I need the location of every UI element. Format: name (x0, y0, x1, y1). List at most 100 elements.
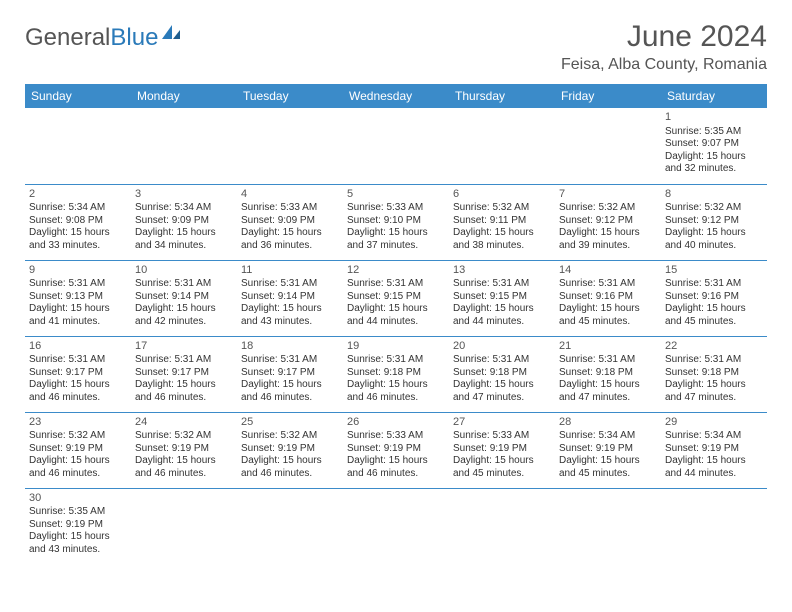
calendar-cell: 25Sunrise: 5:32 AMSunset: 9:19 PMDayligh… (237, 412, 343, 488)
day-detail: Sunrise: 5:34 AM (665, 430, 763, 443)
calendar-cell-empty (555, 108, 661, 184)
day-detail: Daylight: 15 hours (241, 227, 339, 240)
day-detail: Sunset: 9:19 PM (29, 443, 127, 456)
day-detail: Sunset: 9:09 PM (135, 215, 233, 228)
day-detail: and 44 minutes. (453, 316, 551, 329)
day-detail: Sunset: 9:14 PM (241, 291, 339, 304)
day-detail: and 43 minutes. (29, 544, 127, 557)
calendar-row: 16Sunrise: 5:31 AMSunset: 9:17 PMDayligh… (25, 336, 767, 412)
calendar-cell-empty (237, 488, 343, 564)
calendar-cell: 6Sunrise: 5:32 AMSunset: 9:11 PMDaylight… (449, 184, 555, 260)
day-number: 14 (559, 264, 657, 278)
day-number: 20 (453, 340, 551, 354)
day-detail: Sunrise: 5:31 AM (135, 278, 233, 291)
calendar-cell-empty (449, 488, 555, 564)
day-number: 16 (29, 340, 127, 354)
day-detail: Sunset: 9:18 PM (453, 367, 551, 380)
calendar-cell: 28Sunrise: 5:34 AMSunset: 9:19 PMDayligh… (555, 412, 661, 488)
day-detail: Daylight: 15 hours (559, 379, 657, 392)
day-detail: Sunrise: 5:32 AM (29, 430, 127, 443)
calendar-cell: 20Sunrise: 5:31 AMSunset: 9:18 PMDayligh… (449, 336, 555, 412)
day-detail: Daylight: 15 hours (453, 227, 551, 240)
weekday-header: Sunday (25, 84, 131, 108)
day-detail: and 44 minutes. (347, 316, 445, 329)
day-detail: Sunrise: 5:32 AM (453, 202, 551, 215)
calendar-cell: 19Sunrise: 5:31 AMSunset: 9:18 PMDayligh… (343, 336, 449, 412)
day-number: 8 (665, 188, 763, 202)
calendar-cell-empty (131, 488, 237, 564)
day-detail: and 45 minutes. (559, 316, 657, 329)
calendar-cell-empty (555, 488, 661, 564)
calendar-cell: 11Sunrise: 5:31 AMSunset: 9:14 PMDayligh… (237, 260, 343, 336)
day-detail: Daylight: 15 hours (29, 227, 127, 240)
weekday-header: Tuesday (237, 84, 343, 108)
day-detail: Sunset: 9:18 PM (559, 367, 657, 380)
day-number: 30 (29, 492, 127, 506)
day-detail: Sunrise: 5:31 AM (29, 354, 127, 367)
day-detail: Daylight: 15 hours (559, 455, 657, 468)
day-detail: Daylight: 15 hours (347, 303, 445, 316)
day-number: 19 (347, 340, 445, 354)
day-detail: Sunrise: 5:33 AM (347, 202, 445, 215)
calendar-cell: 27Sunrise: 5:33 AMSunset: 9:19 PMDayligh… (449, 412, 555, 488)
day-number: 17 (135, 340, 233, 354)
day-detail: Daylight: 15 hours (135, 379, 233, 392)
calendar-cell: 24Sunrise: 5:32 AMSunset: 9:19 PMDayligh… (131, 412, 237, 488)
day-detail: Sunset: 9:18 PM (347, 367, 445, 380)
day-detail: Sunrise: 5:32 AM (665, 202, 763, 215)
day-detail: Daylight: 15 hours (453, 379, 551, 392)
calendar-cell: 15Sunrise: 5:31 AMSunset: 9:16 PMDayligh… (661, 260, 767, 336)
calendar-cell: 18Sunrise: 5:31 AMSunset: 9:17 PMDayligh… (237, 336, 343, 412)
day-number: 29 (665, 416, 763, 430)
day-detail: Sunset: 9:19 PM (135, 443, 233, 456)
day-detail: Daylight: 15 hours (29, 455, 127, 468)
day-detail: Sunrise: 5:31 AM (453, 354, 551, 367)
day-number: 18 (241, 340, 339, 354)
day-detail: and 46 minutes. (29, 392, 127, 405)
day-detail: Sunrise: 5:31 AM (665, 278, 763, 291)
day-detail: and 37 minutes. (347, 240, 445, 253)
calendar-cell: 22Sunrise: 5:31 AMSunset: 9:18 PMDayligh… (661, 336, 767, 412)
calendar-cell: 7Sunrise: 5:32 AMSunset: 9:12 PMDaylight… (555, 184, 661, 260)
day-detail: Daylight: 15 hours (347, 455, 445, 468)
calendar-cell: 23Sunrise: 5:32 AMSunset: 9:19 PMDayligh… (25, 412, 131, 488)
day-detail: Daylight: 15 hours (453, 303, 551, 316)
day-detail: and 47 minutes. (559, 392, 657, 405)
day-number: 23 (29, 416, 127, 430)
day-number: 28 (559, 416, 657, 430)
calendar-cell: 14Sunrise: 5:31 AMSunset: 9:16 PMDayligh… (555, 260, 661, 336)
day-detail: Daylight: 15 hours (347, 227, 445, 240)
day-detail: and 42 minutes. (135, 316, 233, 329)
day-detail: Sunrise: 5:31 AM (241, 354, 339, 367)
day-detail: Daylight: 15 hours (665, 303, 763, 316)
weekday-header: Thursday (449, 84, 555, 108)
day-detail: Sunrise: 5:31 AM (665, 354, 763, 367)
day-detail: and 45 minutes. (665, 316, 763, 329)
day-detail: Daylight: 15 hours (453, 455, 551, 468)
day-detail: Daylight: 15 hours (29, 303, 127, 316)
day-detail: Sunset: 9:14 PM (135, 291, 233, 304)
day-number: 7 (559, 188, 657, 202)
calendar-cell: 8Sunrise: 5:32 AMSunset: 9:12 PMDaylight… (661, 184, 767, 260)
day-detail: Sunrise: 5:31 AM (347, 354, 445, 367)
calendar-cell: 10Sunrise: 5:31 AMSunset: 9:14 PMDayligh… (131, 260, 237, 336)
logo: GeneralBlue (25, 20, 182, 56)
calendar-cell: 12Sunrise: 5:31 AMSunset: 9:15 PMDayligh… (343, 260, 449, 336)
calendar-cell: 1Sunrise: 5:35 AMSunset: 9:07 PMDaylight… (661, 108, 767, 184)
day-detail: Daylight: 15 hours (241, 303, 339, 316)
day-number: 10 (135, 264, 233, 278)
day-detail: Sunset: 9:18 PM (665, 367, 763, 380)
calendar-cell-empty (237, 108, 343, 184)
day-number: 26 (347, 416, 445, 430)
calendar-cell: 26Sunrise: 5:33 AMSunset: 9:19 PMDayligh… (343, 412, 449, 488)
day-detail: and 44 minutes. (665, 468, 763, 481)
day-detail: Daylight: 15 hours (135, 227, 233, 240)
calendar-cell: 5Sunrise: 5:33 AMSunset: 9:10 PMDaylight… (343, 184, 449, 260)
header: GeneralBlue June 2024 Feisa, Alba County… (25, 20, 767, 74)
day-detail: Sunset: 9:19 PM (665, 443, 763, 456)
calendar-cell-empty (449, 108, 555, 184)
day-number: 21 (559, 340, 657, 354)
day-detail: Sunset: 9:19 PM (559, 443, 657, 456)
calendar-cell: 4Sunrise: 5:33 AMSunset: 9:09 PMDaylight… (237, 184, 343, 260)
day-detail: Sunrise: 5:32 AM (241, 430, 339, 443)
